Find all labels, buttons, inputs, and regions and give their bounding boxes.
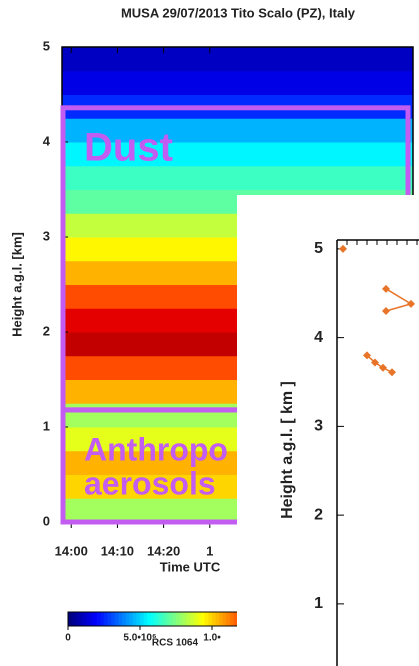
colorbar-segment (132, 612, 137, 626)
colorbar-segment (208, 612, 213, 626)
heatmap-cell (62, 118, 413, 143)
colorbar-segment (165, 612, 170, 626)
colorbar-segment (140, 612, 145, 626)
colorbar-segment (158, 612, 163, 626)
colorbar-segment (172, 612, 177, 626)
colorbar-segment (179, 612, 184, 626)
heatmap-cell (62, 165, 413, 190)
y-tick-label: 5 (43, 38, 50, 53)
x-tick-label: 14:00 (55, 543, 88, 558)
y-tick-label: 1 (314, 595, 323, 612)
x-tick-label: 14:20 (147, 543, 180, 558)
y-tick-label: 3 (314, 418, 323, 435)
data-point (363, 351, 371, 360)
colorbar-segment (219, 612, 224, 626)
x-tick-label: 14:10 (101, 543, 134, 558)
data-point (407, 299, 415, 308)
colorbar-segment (75, 612, 80, 626)
colorbar-segment (154, 612, 159, 626)
x-tick-label: 1 (206, 543, 213, 558)
y-tick-label: 4 (43, 133, 51, 148)
colorbar-segment (104, 612, 109, 626)
y-tick-label: 5 (314, 240, 323, 257)
colorbar-segment (201, 612, 206, 626)
colorbar-segment (89, 612, 94, 626)
colorbar-segment (107, 612, 112, 626)
y-axis-title: Height a.g.l. [ km ] (279, 381, 296, 519)
colorbar-segment (186, 612, 191, 626)
colorbar-segment (125, 612, 130, 626)
colorbar-segment (215, 612, 220, 626)
colorbar-segment (190, 612, 195, 626)
colorbar-segment (168, 612, 173, 626)
colorbar-segment (93, 612, 98, 626)
colorbar-segment (183, 612, 188, 626)
y-tick-label: 3 (43, 228, 50, 243)
colorbar-segment (194, 612, 199, 626)
colorbar-segment (204, 612, 209, 626)
y-tick-label: 2 (314, 506, 323, 523)
colorbar-segment (82, 612, 87, 626)
colorbar-segment (226, 612, 231, 626)
colorbar-segment (114, 612, 119, 626)
colorbar-segment (230, 612, 235, 626)
y-tick-label: 4 (314, 329, 323, 346)
colorbar-tick-label: 5.0•10⁶ (123, 633, 156, 644)
colorbar-segment (129, 612, 134, 626)
heatmap-cell (62, 47, 413, 72)
colorbar-segment (176, 612, 181, 626)
colorbar-segment (122, 612, 127, 626)
chart-title: MUSA 29/07/2013 Tito Scalo (PZ), Italy (121, 5, 356, 20)
y-tick-label: 0 (43, 513, 50, 528)
data-point (388, 368, 396, 377)
colorbar-segment (86, 612, 91, 626)
colorbar-segment (118, 612, 123, 626)
colorbar-tick-label: 0 (65, 633, 71, 644)
y-tick-label: 1 (43, 418, 50, 433)
data-point (382, 307, 390, 315)
colorbar-segment (212, 612, 217, 626)
annotation-text: aerosols (84, 465, 216, 501)
heatmap-cell (62, 70, 413, 95)
x-axis-title: Time UTC (160, 559, 221, 574)
colorbar-segment (150, 612, 155, 626)
colorbar-segment (197, 612, 202, 626)
colorbar-segment (143, 612, 148, 626)
colorbar-segment (233, 612, 238, 626)
data-point (382, 284, 390, 293)
y-tick-label: 2 (43, 323, 50, 338)
colorbar-segment (222, 612, 227, 626)
inset-panel (237, 195, 419, 666)
annotation-text: Anthropo (84, 431, 228, 467)
data-point (379, 363, 387, 372)
y-axis-title: Height a.g.l. [km] (9, 232, 24, 337)
data-point (339, 244, 347, 253)
data-point (371, 358, 379, 367)
colorbar-segment (147, 612, 152, 626)
colorbar-segment (136, 612, 141, 626)
colorbar-segment (71, 612, 76, 626)
colorbar-segment (100, 612, 105, 626)
colorbar-segment (78, 612, 83, 626)
colorbar-segment (68, 612, 73, 626)
colorbar-segment (161, 612, 166, 626)
heatmap-cell (62, 142, 413, 167)
colorbar-segment (96, 612, 101, 626)
colorbar-tick-label: 1.0• (203, 633, 221, 644)
colorbar-title: RCS 1064 (152, 638, 199, 649)
colorbar-segment (111, 612, 116, 626)
annotation-text: Dust (84, 125, 173, 169)
